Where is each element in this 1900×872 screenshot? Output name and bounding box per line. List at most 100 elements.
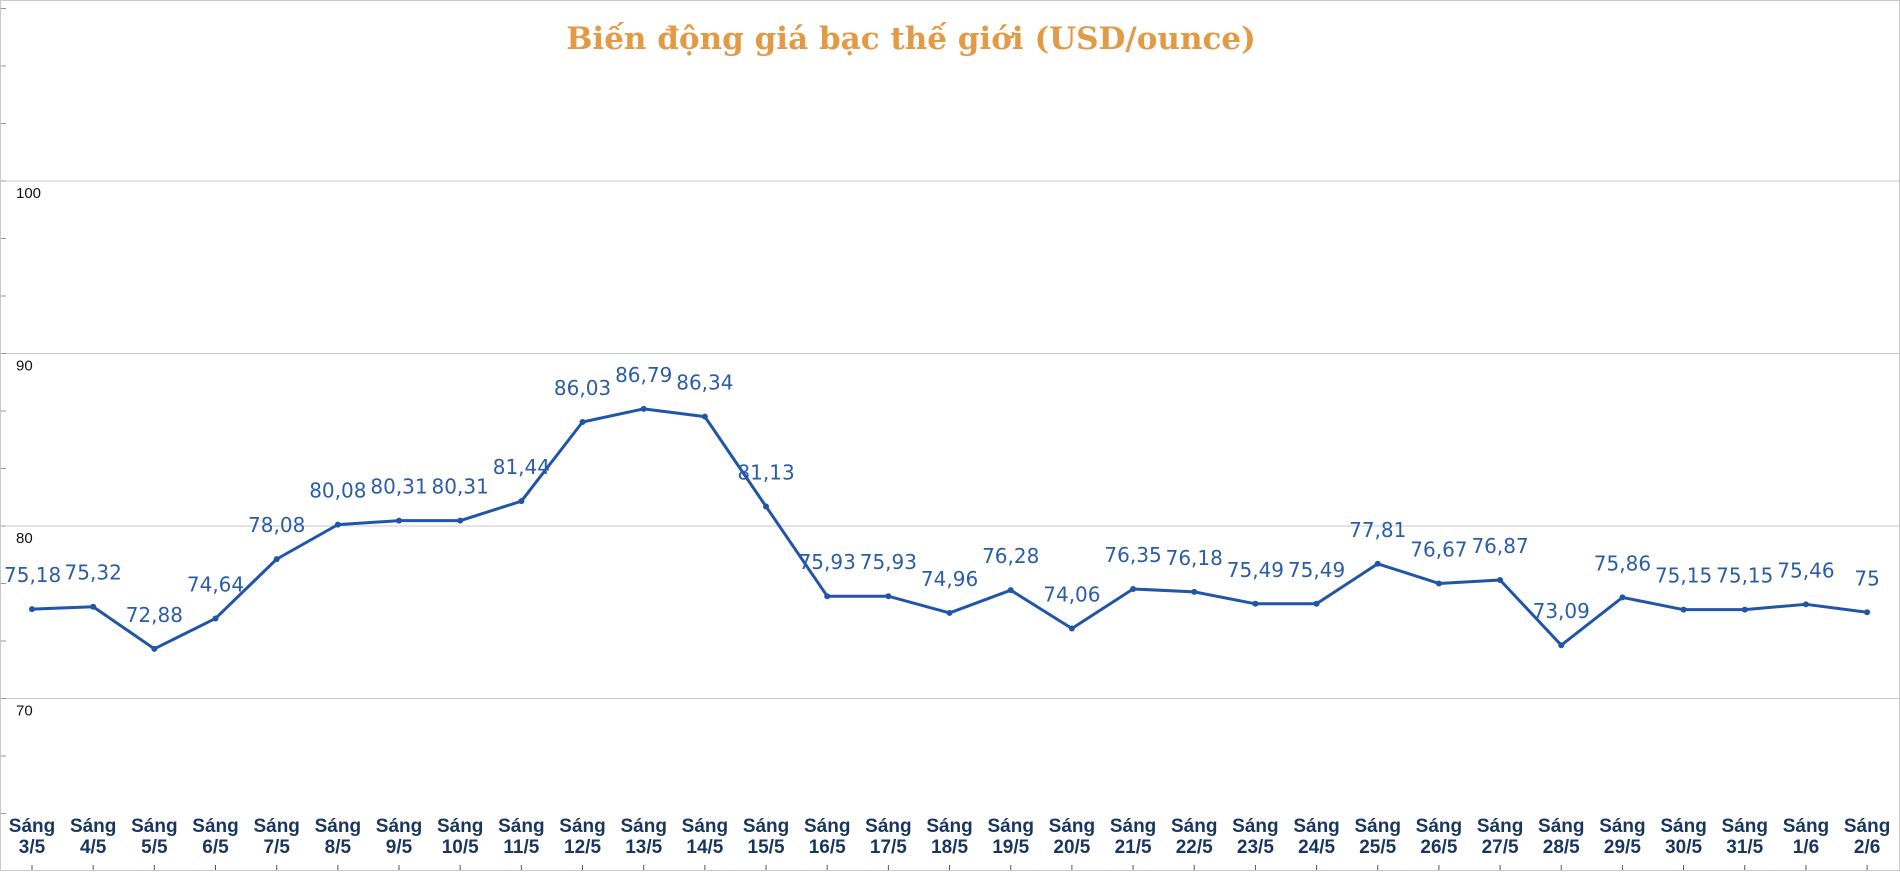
data-label: 76,87 — [1471, 534, 1528, 558]
x-tick-label-line1: Sáng — [865, 816, 911, 837]
data-point — [1680, 606, 1687, 613]
x-tick-label-line1: Sáng — [1722, 816, 1768, 837]
data-point — [1313, 600, 1320, 607]
y-tick-label-100: 100 — [16, 185, 41, 202]
data-point — [824, 593, 831, 600]
x-axis-labels: Sáng3/5Sáng4/5Sáng5/5Sáng6/5Sáng7/5Sáng8… — [9, 816, 1891, 858]
chart-title: Biến động giá bạc thế giới (USD/ounce) — [566, 21, 1256, 57]
x-tick-label-line1: Sáng — [1844, 816, 1890, 837]
data-label: 80,31 — [432, 475, 489, 499]
grid-lines — [1, 180, 1900, 699]
x-tick-label-line2: 22/5 — [1176, 837, 1213, 858]
data-label: 74,64 — [187, 572, 244, 596]
data-label: 75,18 — [4, 563, 61, 587]
x-tick-label-line1: Sáng — [131, 816, 177, 837]
data-point — [1374, 560, 1381, 567]
data-label: 74,96 — [921, 567, 978, 591]
x-tick-label-line1: Sáng — [682, 816, 728, 837]
data-label: 75,15 — [1655, 564, 1712, 588]
x-tick-label-line2: 5/5 — [141, 837, 168, 858]
data-label: 76,67 — [1410, 537, 1467, 561]
data-point — [273, 556, 280, 563]
data-point — [396, 517, 403, 524]
x-tick-label-line2: 29/5 — [1604, 837, 1641, 858]
x-tick-label-line2: 15/5 — [748, 837, 785, 858]
data-label: 75,93 — [860, 550, 917, 574]
data-point — [90, 603, 97, 610]
data-label: 75 — [1854, 566, 1879, 590]
data-point — [518, 498, 525, 505]
y-axis-labels: 70 80 90 100 — [16, 185, 41, 720]
data-point — [1007, 587, 1014, 594]
x-tick-label-line2: 4/5 — [80, 837, 107, 858]
axis-ticks — [1, 8, 1868, 870]
x-tick-label-line2: 21/5 — [1115, 837, 1152, 858]
data-point — [946, 609, 953, 616]
x-tick-label-line1: Sáng — [192, 816, 238, 837]
data-label: 74,06 — [1043, 582, 1100, 606]
x-tick-label-line2: 10/5 — [442, 837, 479, 858]
data-label: 75,49 — [1227, 558, 1284, 582]
data-label: 75,32 — [65, 561, 122, 585]
y-tick-label-80: 80 — [16, 530, 33, 547]
x-tick-label-line2: 13/5 — [625, 837, 662, 858]
x-tick-label-line2: 25/5 — [1359, 837, 1396, 858]
data-point — [1068, 625, 1075, 632]
x-tick-label-line2: 16/5 — [809, 837, 846, 858]
data-label: 75,49 — [1288, 558, 1345, 582]
x-tick-label-line2: 9/5 — [386, 837, 413, 858]
data-point — [763, 503, 770, 510]
data-label: 75,46 — [1777, 558, 1834, 582]
y-tick-label-70: 70 — [16, 703, 33, 720]
x-tick-label-line1: Sáng — [1660, 816, 1706, 837]
x-tick-label-line2: 3/5 — [19, 837, 46, 858]
data-point — [885, 593, 892, 600]
data-label: 77,81 — [1349, 518, 1406, 542]
data-point — [1130, 585, 1137, 592]
x-tick-label-line2: 6/5 — [202, 837, 229, 858]
data-label: 86,03 — [554, 376, 611, 400]
x-tick-label-line2: 27/5 — [1482, 837, 1519, 858]
x-tick-label-line1: Sáng — [437, 816, 483, 837]
data-point — [151, 645, 158, 652]
data-label: 86,79 — [615, 363, 672, 387]
x-tick-label-line1: Sáng — [1783, 816, 1829, 837]
data-point — [334, 521, 341, 528]
data-point — [29, 606, 35, 613]
x-tick-label-line2: 1/6 — [1793, 837, 1819, 858]
x-tick-label-line2: 20/5 — [1053, 837, 1090, 858]
data-label: 75,93 — [799, 550, 856, 574]
x-tick-label-line1: Sáng — [1477, 816, 1523, 837]
data-label: 81,13 — [737, 461, 794, 485]
x-tick-label-line1: Sáng — [253, 816, 299, 837]
x-tick-label-line2: 26/5 — [1420, 837, 1457, 858]
data-label: 75,15 — [1716, 564, 1773, 588]
x-tick-label-line1: Sáng — [1049, 816, 1095, 837]
x-tick-label-line1: Sáng — [70, 816, 116, 837]
data-point — [1435, 580, 1442, 587]
x-tick-label-line1: Sáng — [376, 816, 422, 837]
x-tick-label-line2: 11/5 — [503, 837, 539, 858]
x-tick-label-line1: Sáng — [987, 816, 1033, 837]
data-point — [701, 413, 708, 420]
x-tick-label-line2: 18/5 — [931, 837, 968, 858]
x-tick-label-line1: Sáng — [498, 816, 544, 837]
x-tick-label-line2: 12/5 — [564, 837, 601, 858]
x-tick-label-line2: 30/5 — [1665, 837, 1702, 858]
x-tick-label-line2: 14/5 — [686, 837, 723, 858]
x-tick-label-line2: 2/6 — [1854, 837, 1880, 858]
x-tick-label-line1: Sáng — [559, 816, 605, 837]
x-tick-label-line1: Sáng — [1538, 816, 1584, 837]
data-point — [1802, 601, 1809, 608]
x-tick-label-line2: 24/5 — [1298, 837, 1335, 858]
x-tick-label-line1: Sáng — [1416, 816, 1462, 837]
data-point — [212, 615, 219, 622]
x-tick-label-line1: Sáng — [743, 816, 789, 837]
x-tick-label-line1: Sáng — [1293, 816, 1339, 837]
data-point — [1864, 609, 1871, 616]
x-tick-label-line1: Sáng — [9, 816, 55, 837]
data-label: 80,31 — [370, 475, 427, 499]
y-tick-label-90: 90 — [16, 358, 33, 375]
